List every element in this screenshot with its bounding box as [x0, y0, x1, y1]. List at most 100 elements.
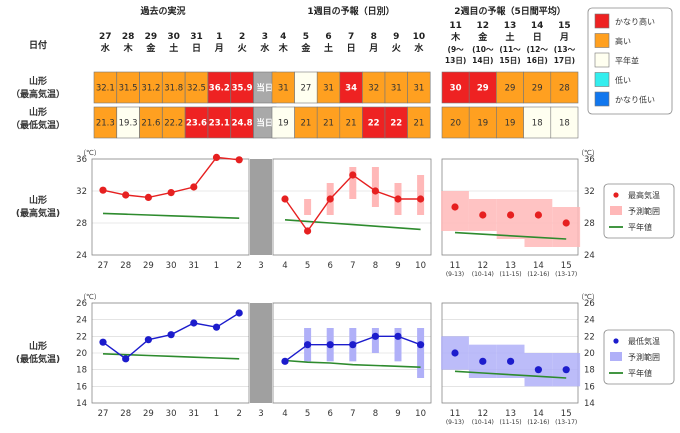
min-cell-value: 22.2 — [164, 119, 183, 129]
week2-mean-point — [479, 211, 487, 219]
x-tick-label: 6 — [327, 409, 332, 419]
table-min-label-1: 山形 — [29, 106, 47, 118]
max-cell-value: 35.9 — [232, 84, 253, 94]
day-weekday: 金 — [300, 42, 311, 54]
past-title: 過去の実況 — [139, 5, 185, 17]
week2-day-number: 14 — [531, 21, 544, 31]
legend-normal-label: 平年値 — [628, 368, 652, 378]
week2-x-tick-label: 12 — [477, 261, 488, 271]
table-min-label-2: （最低気温） — [11, 119, 65, 131]
day-weekday: 火 — [238, 43, 248, 54]
day-weekday: 日 — [347, 43, 356, 54]
day-number: 5 — [303, 32, 309, 42]
day-weekday: 木 — [278, 42, 289, 54]
chart-side-label-1: 山形 — [29, 340, 47, 352]
y-tick-right: 22 — [584, 332, 595, 342]
table-legend-label: 高い — [615, 36, 631, 46]
observed-point — [190, 319, 198, 327]
min-cell-value: 19.3 — [119, 119, 138, 129]
x-tick-label: 28 — [120, 261, 131, 271]
max-cell-value: 32.5 — [187, 84, 206, 94]
normal-line-week2 — [454, 231, 567, 240]
x-tick-label: 29 — [143, 409, 154, 419]
max-cell-value: 31 — [323, 84, 334, 94]
forecast-range-bar — [349, 167, 357, 199]
day-number: 10 — [413, 32, 426, 42]
chart-legend-box — [603, 183, 675, 239]
y-tick-left: 18 — [76, 366, 87, 376]
y-tick-right: 16 — [584, 382, 595, 392]
x-tick-label: 8 — [373, 261, 378, 271]
chart-side-label-2: (最高気温) — [16, 207, 60, 219]
y-tick-right: 20 — [584, 349, 595, 359]
week2-x-sub-label: (10-14) — [472, 271, 494, 278]
x-tick-label: 4 — [282, 409, 287, 419]
observed-point — [235, 156, 243, 164]
forecast-point — [349, 341, 357, 349]
day-number: 31 — [190, 32, 203, 42]
y-tick-right: 36 — [584, 155, 595, 165]
day-number: 7 — [348, 32, 354, 42]
day-weekday: 土 — [324, 42, 333, 54]
week2-x-tick-label: 13 — [505, 409, 516, 419]
max-cell-value: 31.8 — [164, 84, 183, 94]
forecast-point — [304, 341, 312, 349]
day-number: 27 — [99, 32, 112, 42]
week2-max-cell-bg — [468, 71, 497, 104]
forecast-point — [281, 195, 289, 203]
week2-min-cell-value: 18 — [532, 119, 543, 129]
max-cell-value: 36.2 — [209, 84, 230, 94]
chart-side-label-1: 山形 — [29, 194, 47, 206]
week2-range-end: 16日) — [527, 56, 548, 65]
x-tick-label: 30 — [166, 409, 177, 419]
x-tick-label: 7 — [350, 261, 355, 271]
observed-point — [122, 191, 130, 199]
week2-x-tick-label: 11 — [450, 409, 461, 419]
x-tick-label: 3 — [258, 261, 263, 271]
max-cell-value: 31.5 — [119, 84, 138, 94]
week2-range-start: (13～ — [554, 45, 576, 54]
x-tick-label: 4 — [282, 261, 287, 271]
week2-x-tick-label: 14 — [533, 261, 544, 271]
week2-x-tick-label: 14 — [533, 409, 544, 419]
chart-legend-box — [603, 329, 675, 385]
forecast-range-bar — [417, 328, 425, 378]
week2-x-tick-label: 11 — [450, 261, 461, 271]
week2-x-sub-label: (13-17) — [555, 271, 577, 278]
y-tick-left: 28 — [76, 219, 87, 229]
day-weekday: 土 — [169, 42, 178, 54]
panel-frame — [91, 302, 250, 404]
legend-point-label: 最高気温 — [628, 190, 660, 200]
legend-range-label: 予測範囲 — [628, 352, 660, 362]
table-legend-label: かなり低い — [615, 95, 655, 105]
max-cell-bg — [407, 71, 431, 104]
x-tick-label: 31 — [188, 261, 199, 271]
x-tick-label: 1 — [214, 261, 219, 271]
forecast-point — [394, 195, 402, 203]
day-number: 28 — [122, 32, 135, 42]
forecast-range-bar — [371, 167, 379, 207]
observed-point — [167, 331, 175, 339]
legend-range-swatch — [610, 206, 622, 215]
observed-point — [144, 193, 152, 201]
forecast-point — [326, 195, 334, 203]
week2-x-tick-label: 12 — [477, 409, 488, 419]
week2-range-end: 14日) — [472, 56, 493, 65]
min-cell-value: 23.6 — [186, 119, 207, 129]
min-cell-value: 22 — [368, 119, 380, 129]
y-tick-left: 22 — [76, 332, 87, 342]
day-weekday: 水 — [101, 42, 111, 54]
week2-min-cell-bg — [496, 106, 524, 139]
observed-point — [235, 309, 243, 317]
week2-range-start: (10～ — [472, 45, 494, 54]
y-tick-right: 18 — [584, 366, 595, 376]
y-tick-right: 32 — [584, 187, 595, 197]
y-tick-left: 20 — [76, 349, 87, 359]
week2-x-sub-label: (12-16) — [527, 271, 549, 278]
week2-day-number: 15 — [558, 21, 571, 31]
week2-x-sub-label: (9-13) — [446, 419, 464, 426]
x-tick-label: 8 — [373, 409, 378, 419]
max-cell-value: 31 — [413, 84, 424, 94]
week2-max-cell-value: 29 — [505, 84, 516, 94]
